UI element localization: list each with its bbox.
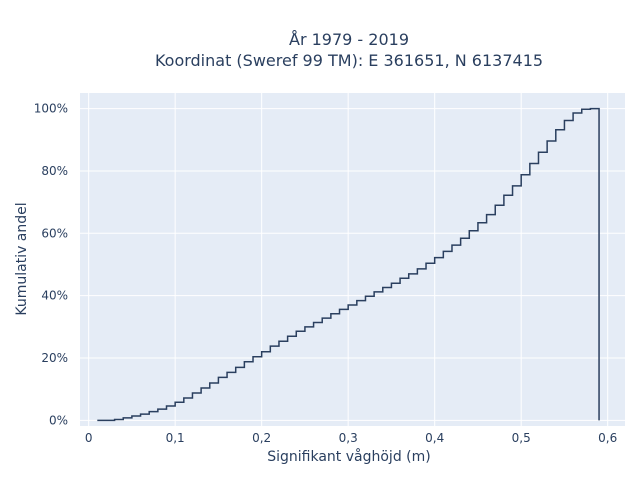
x-tick-label: 0,5: [512, 431, 531, 445]
y-tick-label: 0%: [49, 413, 68, 427]
series-layer: [97, 107, 600, 422]
y-tick-label: 20%: [41, 351, 68, 365]
plot-background: [80, 93, 625, 426]
x-tick-label: 0,6: [598, 431, 617, 445]
y-tick-label: 40%: [41, 289, 68, 303]
chart-title-line-1: År 1979 - 2019: [289, 30, 409, 49]
cumulative-step-line: [97, 107, 600, 422]
x-tick-label: 0,1: [166, 431, 185, 445]
x-tick-label: 0: [85, 431, 93, 445]
y-tick-labels: 0% 20% 40% 60% 80% 100%: [34, 102, 68, 428]
x-tick-label: 0,2: [252, 431, 271, 445]
y-axis-title: Kumulativ andel: [14, 202, 30, 315]
chart-title-line-2: Koordinat (Sweref 99 TM): E 361651, N 61…: [155, 51, 543, 70]
x-tick-label: 0,3: [339, 431, 358, 445]
x-axis-title: Signifikant våghöjd (m): [267, 448, 430, 465]
y-tick-label: 80%: [41, 164, 68, 178]
y-tick-label: 100%: [34, 102, 68, 116]
x-tick-label: 0,4: [425, 431, 444, 445]
y-tick-label: 60%: [41, 226, 68, 240]
x-tick-labels: 0 0,1 0,2 0,3 0,4 0,5 0,6: [85, 431, 617, 445]
